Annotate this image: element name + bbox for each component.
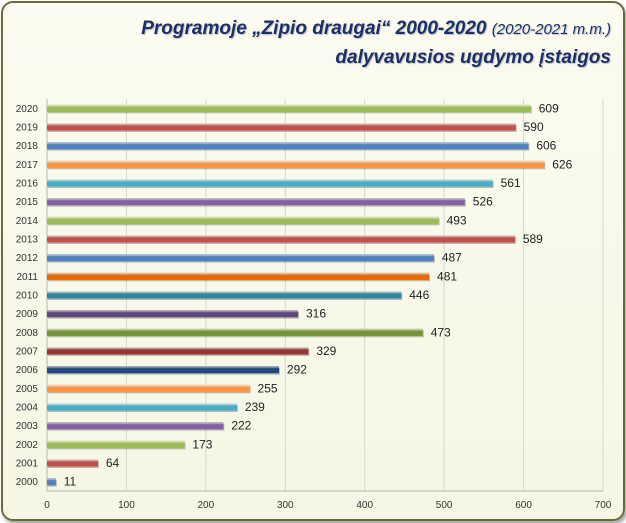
- data-label: 329: [316, 344, 336, 358]
- x-tick-label: 100: [118, 500, 135, 511]
- data-label: 561: [501, 176, 521, 190]
- bar-highlight: [47, 440, 185, 448]
- data-label: 487: [442, 251, 462, 265]
- y-tick-label: 2012: [16, 253, 39, 264]
- data-label: 316: [306, 307, 326, 321]
- data-label: 473: [431, 325, 451, 339]
- title-main: Programoje „Zipio draugai“ 2000-2020: [141, 18, 487, 39]
- bar-highlight: [47, 179, 493, 187]
- bar-highlight: [47, 216, 439, 224]
- y-tick-label: 2001: [16, 459, 39, 470]
- data-label: 173: [192, 437, 212, 451]
- bar-highlight: [47, 160, 545, 168]
- y-tick-label: 2015: [16, 197, 39, 208]
- y-tick-label: 2019: [16, 123, 39, 134]
- data-label: 446: [409, 288, 429, 302]
- data-label: 526: [473, 195, 493, 209]
- y-tick-label: 2010: [16, 291, 39, 302]
- bar-highlight: [47, 459, 98, 467]
- title-school-year: (2020-2021 m.m.): [491, 21, 611, 38]
- data-label: 255: [258, 381, 278, 395]
- data-label: 64: [106, 456, 120, 470]
- data-label: 606: [536, 139, 556, 153]
- x-tick-label: 500: [436, 500, 453, 511]
- bar-highlight: [47, 272, 430, 280]
- y-tick-label: 2007: [16, 347, 39, 358]
- data-label: 11: [64, 475, 77, 489]
- bar-highlight: [47, 198, 465, 206]
- x-tick-label: 300: [277, 500, 294, 511]
- y-tick-label: 2018: [16, 141, 39, 152]
- data-label: 626: [552, 157, 572, 171]
- x-tick-label: 700: [595, 500, 612, 511]
- data-label: 239: [245, 400, 265, 414]
- data-label: 292: [287, 363, 307, 377]
- bar-highlight: [47, 422, 224, 430]
- y-tick-label: 2003: [16, 421, 39, 432]
- y-tick-label: 2005: [16, 384, 39, 395]
- y-tick-label: 2000: [16, 477, 39, 488]
- data-label: 590: [524, 120, 544, 134]
- bar-highlight: [47, 310, 298, 318]
- y-tick-label: 2011: [16, 272, 38, 283]
- y-tick-label: 2014: [16, 216, 39, 227]
- y-tick-label: 2004: [16, 403, 39, 414]
- y-tick-label: 2013: [16, 235, 39, 246]
- data-label: 589: [523, 232, 543, 246]
- bar-highlight: [47, 254, 434, 262]
- y-tick-label: 2002: [16, 440, 39, 451]
- bar-highlight: [47, 366, 279, 374]
- bar-highlight: [47, 403, 237, 411]
- bar-highlight: [47, 123, 516, 131]
- bar-highlight: [47, 142, 529, 150]
- bar-highlight: [47, 347, 309, 355]
- data-label: 222: [231, 419, 251, 433]
- data-label: 609: [539, 101, 559, 115]
- x-tick-label: 400: [356, 500, 373, 511]
- y-tick-label: 2017: [16, 160, 39, 171]
- bar-highlight: [47, 384, 250, 392]
- x-tick-label: 200: [198, 500, 215, 511]
- data-label: 481: [437, 269, 457, 283]
- bar-highlight: [47, 291, 402, 299]
- bar-highlight: [47, 104, 531, 112]
- bar-highlight: [47, 235, 515, 243]
- y-tick-label: 2006: [16, 365, 39, 376]
- data-label: 493: [447, 213, 467, 227]
- x-tick-label: 600: [515, 500, 532, 511]
- y-tick-label: 2009: [16, 309, 39, 320]
- bar-highlight: [47, 328, 423, 336]
- y-tick-label: 2008: [16, 328, 39, 339]
- x-tick-label: 0: [44, 500, 50, 511]
- bar-highlight: [47, 478, 56, 486]
- y-tick-label: 2016: [16, 179, 39, 190]
- chart-title: Programoje „Zipio draugai“ 2000-2020 (20…: [141, 15, 611, 72]
- chart-subtitle: dalyvavusios ugdymo įstaigos: [335, 47, 611, 68]
- y-tick-label: 2020: [16, 104, 39, 115]
